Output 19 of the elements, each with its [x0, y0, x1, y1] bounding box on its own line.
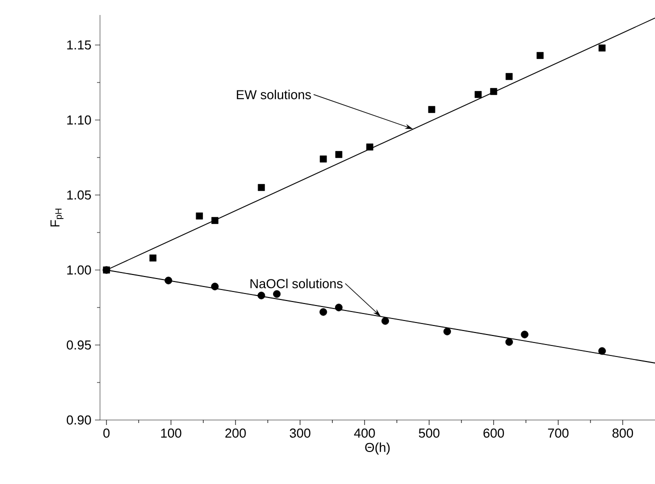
- y-tick-label: 0.95: [66, 340, 91, 350]
- x-tick-label: 300: [290, 428, 310, 438]
- x-tick-label: 100: [161, 428, 182, 438]
- y-tick-label: 1.10: [67, 115, 91, 125]
- annotation: NaOCl solutions: [250, 278, 343, 288]
- y-tick-label: 1.05: [67, 190, 91, 200]
- x-tick-label: 400: [354, 428, 375, 438]
- y-tick-label: 1.15: [67, 40, 91, 50]
- y-axis-title: F$_{pH}$: [50, 208, 64, 226]
- x-tick-label: 0: [103, 428, 110, 438]
- x-tick-label: 800: [612, 428, 634, 438]
- y-tick-label: 1.00: [67, 265, 91, 275]
- y-tick-label: 0.90: [66, 415, 91, 425]
- x-axis-title: Θ(h): [365, 442, 390, 455]
- x-tick-label: 600: [484, 428, 504, 438]
- x-tick-label: 700: [548, 428, 569, 438]
- annotation: EW solutions: [236, 90, 311, 100]
- x-tick-label: 500: [418, 428, 440, 438]
- x-tick-label: 200: [225, 428, 246, 438]
